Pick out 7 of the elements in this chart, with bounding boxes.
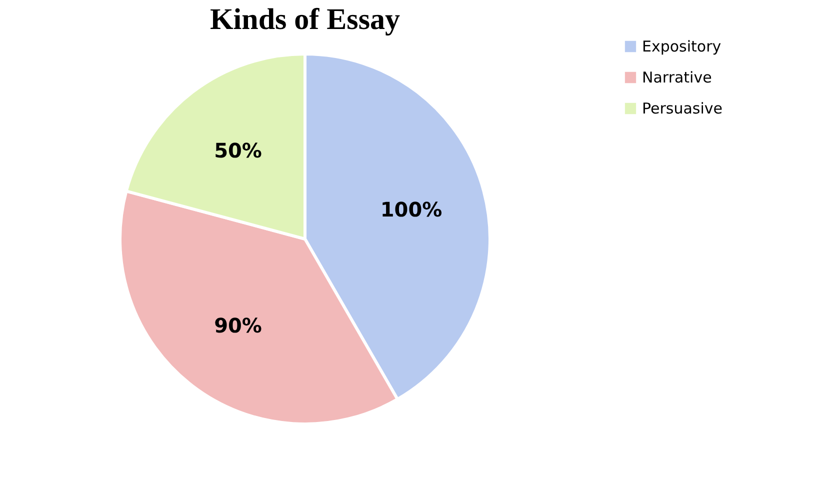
chart-title: Kinds of Essay (210, 3, 400, 36)
data-label: 90% (214, 313, 262, 338)
data-label: 50% (214, 138, 262, 163)
legend-label: Narrative (642, 68, 712, 86)
data-label: 100% (380, 198, 442, 222)
legend-label: Persuasive (642, 100, 723, 118)
legend-label: Expository (642, 38, 722, 56)
